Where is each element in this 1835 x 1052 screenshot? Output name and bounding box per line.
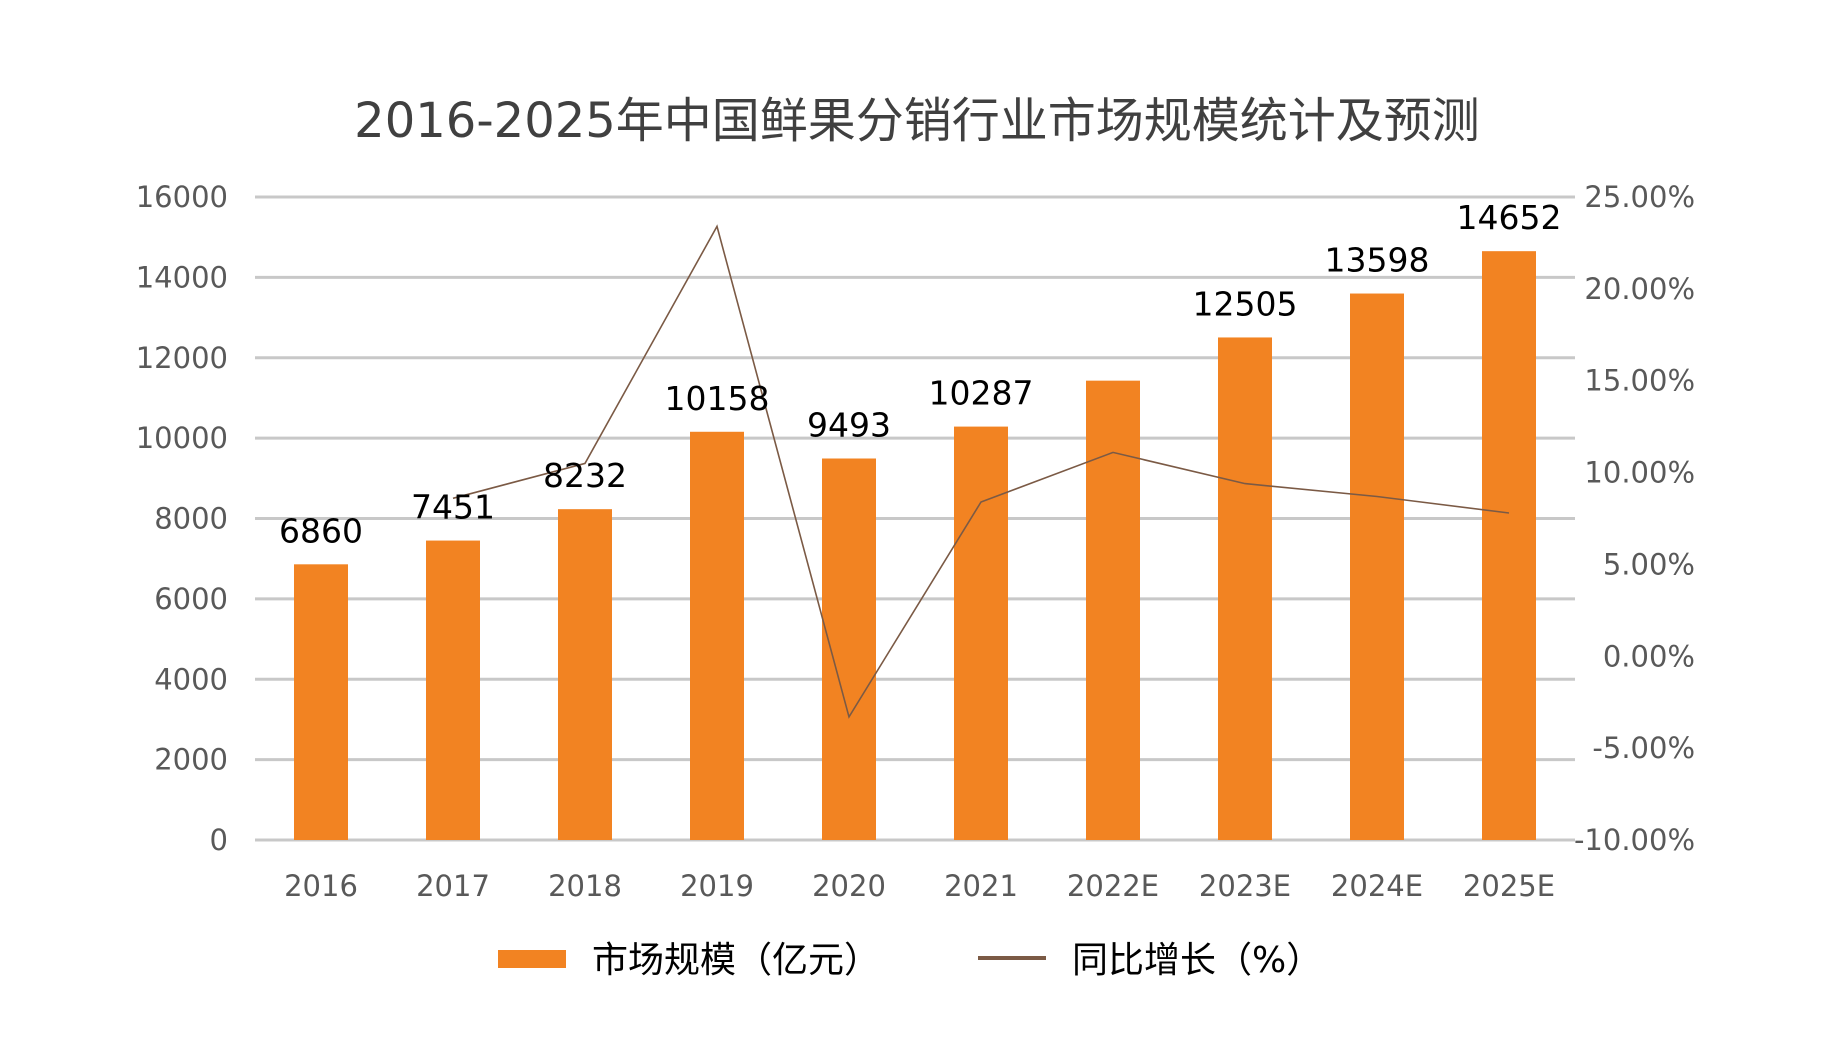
x-tick-label: 2018 <box>548 869 622 903</box>
legend-bar-label: 市场规模（亿元） <box>592 940 880 981</box>
right-tick-label: -5.00% <box>1592 731 1695 765</box>
x-tick-label: 2021 <box>944 869 1018 903</box>
left-tick-label: 12000 <box>136 341 228 375</box>
bar <box>294 564 348 840</box>
bar <box>1350 293 1404 840</box>
right-tick-label: 5.00% <box>1603 547 1695 581</box>
line-series <box>452 224 1510 719</box>
legend: 市场规模（亿元） 同比增长（%） <box>498 940 1322 981</box>
bar <box>954 426 1008 840</box>
left-tick-label: 4000 <box>154 662 228 696</box>
bar-value-label: 6860 <box>279 511 363 550</box>
left-tick-label: 16000 <box>136 180 228 214</box>
left-y-axis: 0 2000 4000 6000 8000 10000 12000 14000 16000 <box>136 180 228 857</box>
data-labels: 6860 7451 8232 10158 9493 10287 12505 13598 1465… <box>279 198 1561 550</box>
x-tick-label: 2017 <box>416 869 490 903</box>
growth-line <box>452 224 1510 719</box>
legend-line-label: 同比增长（%） <box>1072 940 1322 981</box>
x-tick-label: 2019 <box>680 869 754 903</box>
bar-value-label: 8232 <box>543 456 627 495</box>
right-tick-label: 15.00% <box>1584 364 1695 398</box>
left-tick-label: 14000 <box>136 260 228 294</box>
x-tick-label: 2023E <box>1199 869 1291 903</box>
bar-value-label: 9493 <box>807 406 891 445</box>
bar <box>558 509 612 840</box>
x-tick-label: 2024E <box>1331 869 1423 903</box>
bar-value-label: 7451 <box>411 488 495 527</box>
bar-value-label: 10287 <box>929 374 1034 413</box>
right-tick-label: 10.00% <box>1584 456 1695 490</box>
x-tick-label: 2020 <box>812 869 886 903</box>
bar <box>1482 251 1536 841</box>
bar-value-label: 13598 <box>1325 241 1430 280</box>
chart-title: 2016-2025年中国鲜果分销行业市场规模统计及预测 <box>354 93 1480 149</box>
bar-series <box>294 251 1536 841</box>
left-tick-label: 2000 <box>154 743 228 777</box>
left-tick-label: 8000 <box>154 502 228 536</box>
bar <box>426 540 480 840</box>
left-tick-label: 10000 <box>136 421 228 455</box>
right-tick-label: 20.00% <box>1584 272 1695 306</box>
bar-value-label: 14652 <box>1457 198 1562 237</box>
x-tick-label: 2016 <box>284 869 358 903</box>
x-tick-label: 2025E <box>1463 869 1555 903</box>
left-tick-label: 6000 <box>154 582 228 616</box>
left-tick-label: 0 <box>210 823 228 857</box>
right-y-axis: -10.00% -5.00% 0.00% 5.00% 10.00% 15.00% 20.00… <box>1574 180 1695 857</box>
x-tick-label: 2022E <box>1067 869 1159 903</box>
bar <box>690 431 744 840</box>
legend-bar-swatch <box>498 950 566 968</box>
bar-value-label: 10158 <box>665 379 770 418</box>
bar <box>1086 380 1140 840</box>
x-axis: 2016 2017 2018 2019 2020 2021 2022E 2023E 2024E 2… <box>284 869 1555 903</box>
right-tick-label: 0.00% <box>1603 639 1695 673</box>
right-tick-label: 25.00% <box>1584 180 1695 214</box>
bar-value-label: 12505 <box>1193 284 1298 323</box>
bar <box>1218 337 1272 840</box>
right-tick-label: -10.00% <box>1574 823 1695 857</box>
